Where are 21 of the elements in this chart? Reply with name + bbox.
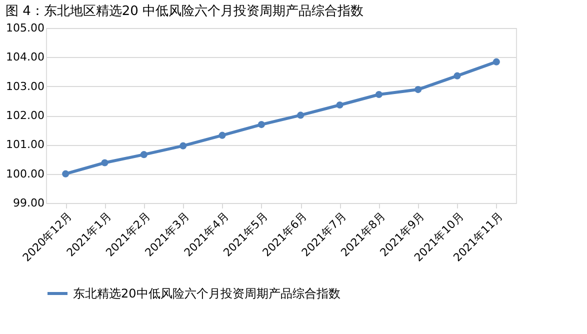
point: [258, 121, 265, 128]
point: [140, 151, 148, 158]
y-tick-label: 102.00: [6, 109, 44, 122]
point: [297, 112, 304, 119]
point: [62, 170, 70, 178]
y-tick-label: 105.00: [6, 22, 44, 34]
point: [454, 72, 461, 80]
legend-label: 东北精选20中低风险六个月投资周期产品综合指数: [73, 286, 340, 300]
point: [101, 159, 108, 166]
point: [375, 90, 382, 98]
y-tick-label: 100.00: [6, 167, 44, 180]
point: [336, 101, 344, 109]
point: [414, 86, 422, 94]
point: [492, 58, 500, 66]
y-tick-label: 104.00: [6, 50, 44, 64]
y-tick-label: 99.00: [13, 196, 44, 210]
y-tick-label: 101.00: [6, 138, 44, 152]
y-tick-label: 103.00: [6, 80, 44, 93]
point: [218, 132, 226, 139]
point: [180, 142, 187, 150]
chart-title: 图 4：东北地区精选20 中低风险六个月投资周期产品综合指数: [6, 4, 364, 19]
